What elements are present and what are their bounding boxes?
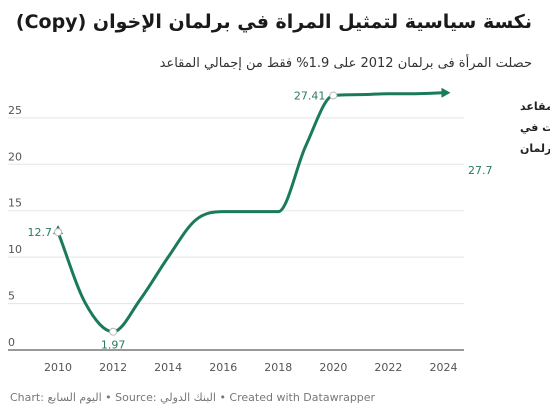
data-point-marker [54,228,63,237]
x-tick-label: 2012 [99,361,127,374]
chart-footer: Chart: اليوم السابع • Source: البنك الدو… [10,391,376,404]
x-tick-label: 2020 [319,361,347,374]
y-tick-label: 15 [8,197,22,210]
y-tick-label: 25 [8,104,22,117]
series-name-line: البرلمان [520,142,550,155]
data-point-marker [329,91,338,100]
x-tick-label: 2010 [44,361,72,374]
x-tick-label: 2022 [374,361,402,374]
data-point-label: 27.41 [294,89,326,102]
data-point-label: 1.97 [101,339,126,352]
end-arrowhead [441,87,451,98]
series-name-line: السيدات في [520,121,550,134]
y-tick-label: 10 [8,243,22,256]
y-tick-label: 20 [8,150,22,163]
chart-subtitle: حصلت المرأة فى برلمان 2012 على 1.9% فقط … [159,56,532,71]
series-end-value-label: 27.7 [468,164,493,177]
series-name-line: نسبة مقاعد [520,100,550,113]
y-tick-label: 5 [8,290,15,303]
chart-title: نكسة سياسية لتمثيل المراة في برلمان الإخ… [15,11,532,33]
data-point-label: 12.7 [28,226,53,239]
x-tick-label: 2024 [429,361,457,374]
x-tick-label: 2018 [264,361,292,374]
y-tick-label: 0 [8,336,15,349]
series-line [56,91,445,334]
x-tick-label: 2016 [209,361,237,374]
data-point-marker [109,327,118,336]
x-tick-label: 2014 [154,361,182,374]
